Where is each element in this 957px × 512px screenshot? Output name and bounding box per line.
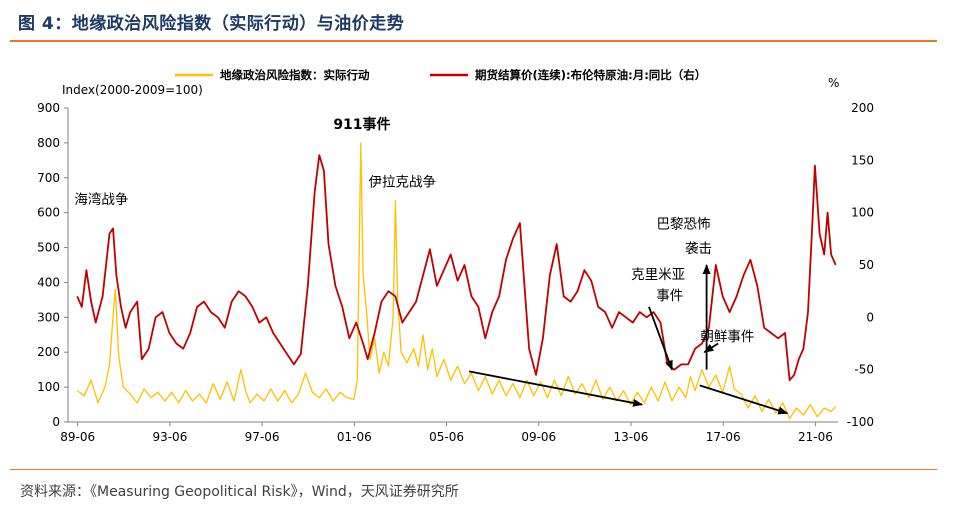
y-right-tick-label: -100 (847, 415, 874, 429)
legend: 地缘政治风险指数：实际行动 期货结算价(连续):布伦特原油:月:同比（右） (175, 68, 706, 82)
legend-label-brent: 期货结算价(连续):布伦特原油:月:同比（右） (475, 68, 706, 82)
y-left-tick-label: 300 (37, 310, 60, 324)
x-tick-label: 89-06 (60, 430, 95, 444)
y-right-tick-label: 100 (851, 206, 874, 220)
y-right-axis-label: % (828, 76, 839, 90)
annotation-label: 巴黎恐怖 (657, 215, 711, 232)
y-right-tick-label: 0 (866, 310, 874, 324)
series (76, 142, 837, 420)
x-tick-label: 17-06 (706, 430, 741, 444)
annotation-label: 海湾战争 (74, 191, 128, 208)
y-right-tick-label: 50 (859, 258, 874, 272)
annotation-label: 朝鲜事件 (700, 329, 754, 345)
annotation-label: 克里米亚 (631, 267, 685, 283)
legend-label-gpr: 地缘政治风险指数：实际行动 (220, 68, 370, 82)
series-line-gpr-acts (76, 142, 837, 420)
annotation-arrow (699, 384, 789, 415)
y-left-tick-label: 900 (37, 101, 60, 115)
chart-title: 图 4：地缘政治风险指数（实际行动）与油价走势 (18, 14, 405, 34)
y-left-tick-label: 800 (37, 136, 60, 150)
y-right-tick-label: 150 (851, 153, 874, 167)
y-left-tick-label: 600 (37, 206, 60, 220)
y-left-tick-label: 0 (52, 415, 60, 429)
y-right-tick-label: 200 (851, 101, 874, 115)
chart-svg: 地缘政治风险指数：实际行动 期货结算价(连续):布伦特原油:月:同比（右） In… (37, 68, 874, 444)
y-left-axis-label: Index(2000-2009=100) (62, 83, 203, 97)
annotation-label: 事件 (656, 288, 683, 304)
header-divider (10, 40, 937, 42)
footer-divider (10, 469, 937, 470)
annotation-label: 911事件 (333, 116, 390, 133)
source-note: 资料来源：《Measuring Geopolitical Risk》，Wind，… (20, 484, 459, 500)
x-tick-label: 05-06 (429, 430, 464, 444)
x-tick-label: 21-06 (798, 430, 833, 444)
y-left-tick-label: 500 (37, 241, 60, 255)
x-tick-label: 93-06 (152, 430, 187, 444)
y-left-tick-label: 100 (37, 380, 60, 394)
annotation-arrow (648, 306, 673, 371)
x-tick-label: 01-06 (337, 430, 372, 444)
y-left-tick-label: 200 (37, 345, 60, 359)
x-tick-label: 97-06 (245, 430, 280, 444)
annotation-arrow (468, 370, 644, 407)
annotation-label: 伊拉克战争 (369, 175, 437, 191)
x-tick-label: 09-06 (521, 430, 556, 444)
y-left-tick-label: 400 (37, 275, 60, 289)
axes: 0 100 200 300 400 500 600 700 800 900 -100 -50 0 50 10… (37, 101, 874, 444)
annotation-arrow (703, 342, 719, 353)
annotation-label: 袭击 (685, 241, 712, 257)
series-line-brent-yoy (76, 154, 837, 382)
x-tick-label: 13-06 (614, 430, 649, 444)
y-left-tick-label: 700 (37, 171, 60, 185)
y-right-tick-label: -50 (854, 363, 874, 377)
